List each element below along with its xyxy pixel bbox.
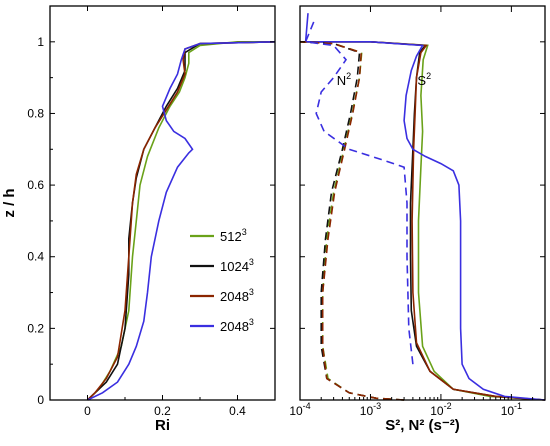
y-tick-label: 0 [37,393,44,407]
n2-line-6 [299,41,405,401]
n2-line-4 [299,41,405,401]
x-axis-title-s2n2: S², N² (s⁻²) [385,417,460,434]
s2-annotation: S2 [417,71,431,88]
n2-line-5 [299,41,405,401]
s2-line-0 [300,41,546,401]
x-tick-label: 10-2 [430,401,451,418]
left-panel-richardson: 0 0.2 0.4 0 0.2 0.4 0.6 0.8 1 Ri z / h 5123 10243 204… [1,5,276,434]
y-axis-title-zh: z / h [1,188,18,217]
y-tick-label: 0.2 [27,321,44,335]
right-plot-frame [299,5,546,401]
x-tick-label: 10-3 [360,401,381,418]
x-tick-label: 10-4 [289,401,310,418]
x-axis-title-ri: Ri [155,417,170,434]
ri-line-0 [86,41,275,401]
ri-line-2 [86,41,276,401]
ri-line-1 [86,41,276,401]
left-plot-frame [49,5,276,401]
legend-label: 20483 [220,287,254,304]
s2-line-3 [304,13,546,401]
s2-line-2 [300,41,546,401]
y-tick-label: 0.8 [27,106,44,120]
legend-label: 5123 [220,227,247,244]
n2-annotation: N2 [337,71,351,88]
legend-label: 20483 [220,317,254,334]
y-tick-label: 1 [37,35,44,49]
x-tick-label: 0.2 [154,404,171,418]
right-panel-shear-stratification: 10-4 10-3 10-2 10-1 S², N² (s⁻²) N2 S2 [289,5,546,434]
x-tick-label: 0 [84,404,91,418]
n2-line-7 [304,19,414,365]
x-tick-label: 10-1 [501,401,522,418]
legend-label: 10243 [220,257,254,274]
y-tick-label: 0.4 [27,250,44,264]
x-tick-label: 0.4 [229,404,246,418]
ri-line-3 [87,41,276,401]
y-tick-label: 0.6 [27,178,44,192]
